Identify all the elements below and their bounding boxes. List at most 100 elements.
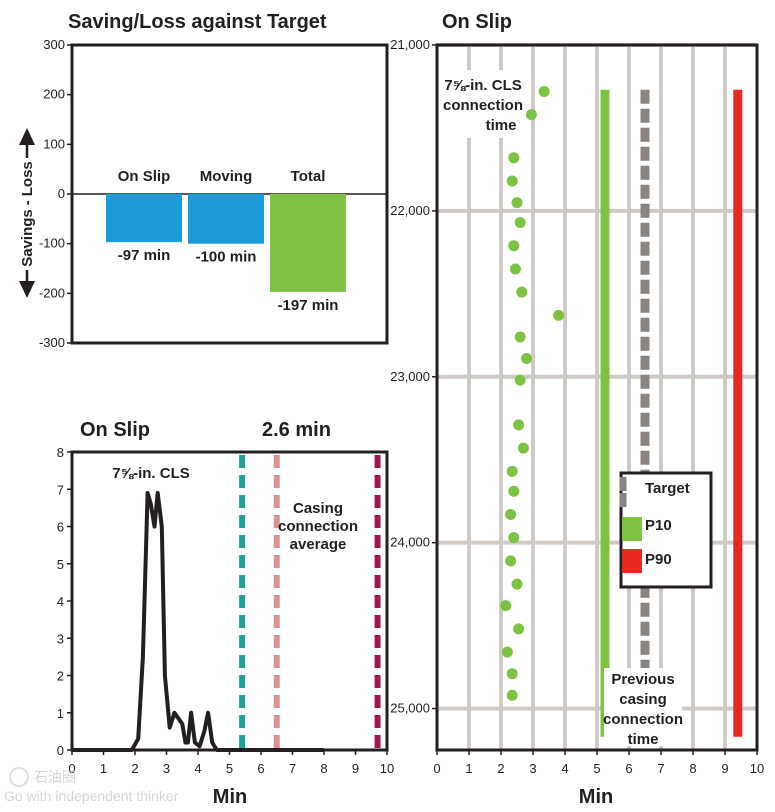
data-point <box>516 286 528 298</box>
distribution-axes: 0 1 2 3 4 5 6 7 8 0 1 2 3 4 5 6 7 8 9 10 <box>57 445 394 776</box>
data-point <box>508 152 520 164</box>
data-point <box>506 175 518 187</box>
y-tick-label: 300 <box>43 37 65 52</box>
data-point <box>508 240 520 252</box>
y-tick-label: 25,000 <box>390 701 430 716</box>
y-tick-label: 21,000 <box>390 37 430 52</box>
y-tick-label: 23,000 <box>390 369 430 384</box>
y-tick-label: 22,000 <box>390 203 430 218</box>
y-tick-label: 2 <box>57 669 64 684</box>
distribution-x-label: Min <box>213 786 247 808</box>
x-tick-label: 0 <box>433 761 440 776</box>
y-tick-label: -300 <box>39 335 65 350</box>
data-point <box>514 331 526 343</box>
annotation-backdrop <box>446 70 520 138</box>
cls-series-label: 7⅝-in. CLS <box>112 465 190 482</box>
annotation-line-1: 7⅝-in. CLS <box>444 77 522 94</box>
reference-lines <box>239 455 381 750</box>
down-arrow-icon <box>19 281 35 298</box>
data-point <box>505 508 517 520</box>
data-point <box>508 532 520 544</box>
distribution-chart-title: On Slip <box>80 419 150 441</box>
data-point <box>500 600 512 612</box>
loss-label: Loss <box>19 161 36 196</box>
data-point <box>501 646 513 658</box>
data-point <box>514 216 526 228</box>
data-point <box>505 555 517 567</box>
y-tick-label: 8 <box>57 445 64 460</box>
y-tick-label: 5 <box>57 557 64 572</box>
x-tick-label: 10 <box>750 761 764 776</box>
watermark-logo-icon <box>9 767 29 787</box>
category-label: Moving <box>200 168 253 185</box>
data-label: -197 min <box>278 297 339 314</box>
y-tick-label: 0 <box>57 743 64 758</box>
distribution-chart: On Slip 2.6 min 0 1 2 3 4 5 6 7 8 0 1 2 3 4 5 6 7 8 9 10 7⅝… <box>57 419 394 808</box>
data-point <box>513 419 525 431</box>
x-tick-label: 5 <box>593 761 600 776</box>
cls-distribution-curve <box>72 491 324 752</box>
data-point <box>538 85 550 97</box>
data-point <box>506 465 518 477</box>
data-point <box>514 374 526 386</box>
annotation-backdrop <box>604 668 682 746</box>
data-label: -97 min <box>118 247 171 264</box>
x-tick-label: 2 <box>497 761 504 776</box>
y-tick-label: -100 <box>39 236 65 251</box>
x-tick-label: 2 <box>131 761 138 776</box>
data-point <box>511 578 523 590</box>
x-tick-label: 0 <box>68 761 75 776</box>
y-tick-label: 6 <box>57 520 64 535</box>
data-point <box>521 353 533 365</box>
y-tick-label: 200 <box>43 87 65 102</box>
y-tick-label: 3 <box>57 631 64 646</box>
depth-chart-title: On Slip <box>442 11 512 33</box>
category-label: On Slip <box>118 168 171 185</box>
data-point <box>506 668 518 680</box>
data-point <box>525 109 537 121</box>
x-tick-label: 7 <box>289 761 296 776</box>
savings-chart-title: Saving/Loss against Target <box>68 11 327 33</box>
savings-label: Savings <box>19 209 36 267</box>
y-tick-label: 100 <box>43 136 65 151</box>
x-tick-label: 6 <box>257 761 264 776</box>
legend-p10-label: P10 <box>645 517 672 534</box>
up-arrow-icon <box>19 128 35 145</box>
depth-chart: On Slip 21,000 22,000 23,000 24,000 25,000 0 1… <box>390 11 764 808</box>
annotation-line-3: time <box>486 117 517 134</box>
y-tick-label: 0 <box>58 186 65 201</box>
annotation-line-4: time <box>628 731 659 748</box>
savings-bars: On Slip -97 min Moving -100 min Total -197 mi… <box>106 168 346 314</box>
legend-p10-swatch <box>622 517 642 541</box>
y-tick-label: -200 <box>39 285 65 300</box>
cls-connection-points <box>500 85 565 701</box>
depth-legend: Target P10 P90 <box>619 471 713 589</box>
watermark-tagline: Go with independent thinker <box>4 788 179 804</box>
data-point <box>508 485 520 497</box>
previous-casing-annotation: Previous casing connection time <box>603 668 683 748</box>
bar <box>188 194 264 244</box>
legend-p90-swatch <box>622 549 642 573</box>
annotation-line-2: connection <box>443 97 523 114</box>
x-tick-label: 8 <box>689 761 696 776</box>
x-tick-label: 8 <box>320 761 327 776</box>
legend-target-label: Target <box>645 480 690 497</box>
data-point <box>517 442 529 454</box>
casing-average-annotation: Casing connection average <box>278 500 358 553</box>
bar <box>106 194 182 243</box>
x-tick-label: 6 <box>625 761 632 776</box>
watermark-logo-text: 石油圈 <box>34 769 76 785</box>
annotation-line-2: connection <box>278 518 358 535</box>
data-point <box>509 263 521 275</box>
annotation-line-2: casing <box>619 691 667 708</box>
x-tick-label: 4 <box>194 761 201 776</box>
y-tick-label: 4 <box>57 594 64 609</box>
y-tick-label: 1 <box>57 706 64 721</box>
x-tick-label: 1 <box>100 761 107 776</box>
x-tick-label: 3 <box>529 761 536 776</box>
savings-y-axis: -300 -200 -100 0 100 200 300 <box>39 37 72 350</box>
x-tick-label: 5 <box>226 761 233 776</box>
x-tick-label: 9 <box>721 761 728 776</box>
data-point <box>511 197 523 209</box>
